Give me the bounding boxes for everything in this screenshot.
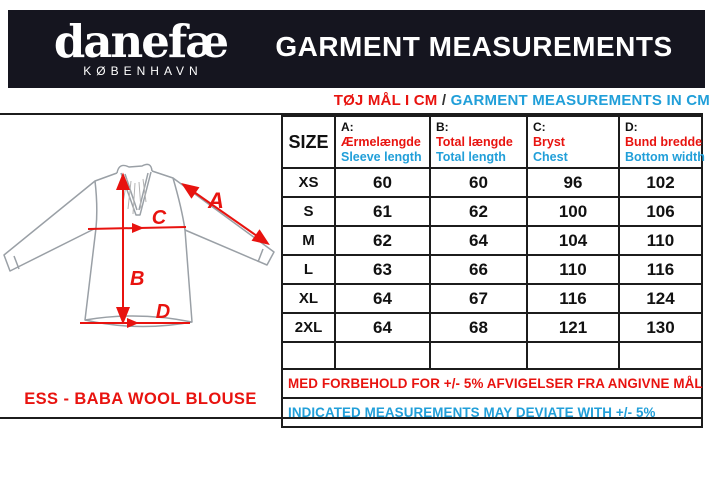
value-cell: 62: [334, 225, 431, 256]
subtitle: TØJ MÅL I CM / GARMENT MEASUREMENTS IN C…: [334, 92, 710, 109]
column-label-danish: Total længde: [436, 134, 513, 149]
column-label-english: Bottom width: [625, 149, 705, 164]
empty-cell: [429, 341, 528, 370]
column-key: B:: [436, 120, 449, 134]
value-cell: 67: [429, 283, 528, 314]
measure-label-a: A: [207, 188, 224, 213]
column-header-b: B: Total længde Total length: [429, 115, 528, 169]
value-cell: 66: [429, 254, 528, 285]
value-cell: 104: [526, 225, 620, 256]
column-label-danish: Bryst: [533, 134, 565, 149]
value-cell: 62: [429, 196, 528, 227]
value-cell: 60: [429, 167, 528, 198]
value-cell: 106: [618, 196, 703, 227]
table-row-2xl: 2XL 64 68 121 130: [281, 312, 703, 343]
subtitle-danish: TØJ MÅL I CM: [333, 92, 438, 109]
arrow-d-head: [127, 318, 139, 328]
value-cell: 64: [334, 283, 431, 314]
brand-header-band: danefæ KØBENHAVN GARMENT MEASUREMENTS: [8, 10, 705, 88]
value-cell: 61: [334, 196, 431, 227]
column-label-english: Chest: [533, 149, 568, 164]
note-english: INDICATED MEASUREMENTS MAY DEVIATE WITH …: [281, 397, 703, 428]
column-header-a: A: Ærmelængde Sleeve length: [334, 115, 431, 169]
value-cell: 110: [618, 225, 703, 256]
table-row-xs: XS 60 60 96 102: [281, 167, 703, 198]
column-label-danish: Ærmelængde: [341, 134, 421, 149]
value-cell: 116: [526, 283, 620, 314]
table-row-s: S 61 62 100 106: [281, 196, 703, 227]
diagram-panel: A B C D ESS - BABA WOOL BLOUSE: [0, 115, 281, 417]
product-name: ESS - BABA WOOL BLOUSE: [24, 390, 257, 408]
size-label: S: [281, 196, 336, 227]
value-cell: 68: [429, 312, 528, 343]
size-label: L: [281, 254, 336, 285]
value-cell: 130: [618, 312, 703, 343]
column-key: C:: [533, 120, 546, 134]
table-row-xl: XL 64 67 116 124: [281, 283, 703, 314]
column-key: D:: [625, 120, 638, 134]
arrow-a: [181, 182, 270, 246]
note-row-danish: MED FORBEHOLD FOR +/- 5% AFVIGELSER FRA …: [281, 368, 703, 399]
value-cell: 110: [526, 254, 620, 285]
measure-label-d: D: [156, 301, 170, 323]
column-header-d: D: Bund bredde Bottom width: [618, 115, 705, 169]
empty-cell: [281, 341, 336, 370]
value-cell: 121: [526, 312, 620, 343]
value-cell: 116: [618, 254, 703, 285]
size-label: XL: [281, 283, 336, 314]
measure-label-b: B: [130, 268, 144, 290]
column-header-c: C: Bryst Chest: [526, 115, 620, 169]
subtitle-separator: /: [441, 92, 447, 109]
size-label: XS: [281, 167, 336, 198]
brand-logo: danefæ KØBENHAVN: [38, 10, 243, 88]
size-label: 2XL: [281, 312, 336, 343]
value-cell: 64: [334, 312, 431, 343]
size-label: M: [281, 225, 336, 256]
subtitle-english: GARMENT MEASUREMENTS IN CM: [450, 92, 710, 109]
value-cell: 124: [618, 283, 703, 314]
table-empty-row: [281, 341, 703, 370]
value-cell: 64: [429, 225, 528, 256]
table-row-m: M 62 64 104 110: [281, 225, 703, 256]
empty-cell: [526, 341, 620, 370]
brand-logo-city: KØBENHAVN: [83, 63, 203, 78]
empty-cell: [618, 341, 703, 370]
measure-arrows: [80, 172, 270, 325]
size-table: SIZE A: Ærmelængde Sleeve length B: Tota…: [281, 115, 705, 428]
note-row-english: INDICATED MEASUREMENTS MAY DEVIATE WITH …: [281, 397, 703, 428]
table-row-l: L 63 66 110 116: [281, 254, 703, 285]
column-label-english: Total length: [436, 149, 506, 164]
size-column-header: SIZE: [281, 115, 336, 169]
brand-logo-wordmark: danefæ: [53, 15, 229, 69]
table-header-row: SIZE A: Ærmelængde Sleeve length B: Tota…: [281, 115, 705, 169]
measure-label-c: C: [152, 207, 167, 229]
column-label-english: Sleeve length: [341, 149, 422, 164]
value-cell: 60: [334, 167, 431, 198]
page-title: GARMENT MEASUREMENTS: [275, 31, 673, 62]
content-area: A B C D ESS - BABA WOOL BLOUSE SIZE A: Æ…: [0, 113, 705, 428]
column-key: A:: [341, 120, 354, 134]
value-cell: 96: [526, 167, 620, 198]
value-cell: 63: [334, 254, 431, 285]
note-danish: MED FORBEHOLD FOR +/- 5% AFVIGELSER FRA …: [281, 368, 703, 399]
value-cell: 100: [526, 196, 620, 227]
garment-diagram: A B C D: [3, 163, 275, 328]
empty-cell: [334, 341, 431, 370]
value-cell: 102: [618, 167, 703, 198]
column-label-danish: Bund bredde: [625, 134, 703, 149]
arrow-c-head: [132, 223, 144, 233]
